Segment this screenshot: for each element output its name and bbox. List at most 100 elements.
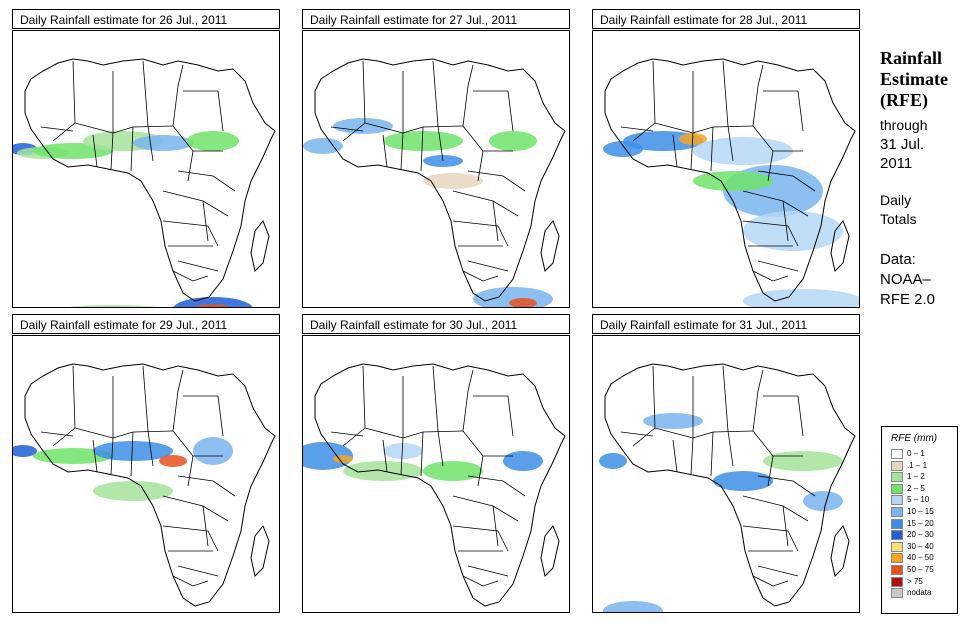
rainfall-area — [93, 481, 173, 501]
country-border — [727, 125, 734, 162]
country-border — [742, 495, 809, 522]
madagascar-outline — [830, 525, 850, 577]
country-border — [362, 60, 366, 124]
through-label: through — [880, 117, 928, 133]
legend-label: 30 – 40 — [907, 541, 934, 551]
map-svg — [599, 363, 856, 612]
legend-item: 50 – 75 — [891, 564, 957, 576]
legend-item: 2 – 5 — [891, 483, 957, 495]
data-source: RFE 2.0 — [880, 291, 936, 308]
country-border — [752, 369, 764, 432]
legend-swatch — [891, 541, 903, 552]
country-border — [202, 200, 209, 242]
country-border — [202, 505, 209, 547]
africa-map — [302, 30, 570, 308]
rainfall-area — [133, 135, 193, 151]
through-year: 2011 — [880, 155, 913, 172]
rainfall-area — [693, 171, 773, 191]
country-border — [217, 395, 224, 437]
legend-swatch — [891, 483, 903, 494]
country-border — [672, 439, 678, 473]
country-border — [382, 134, 388, 168]
country-border — [452, 525, 509, 552]
country-border — [400, 437, 404, 475]
country-border — [432, 60, 439, 127]
legend-swatch — [891, 576, 903, 587]
coastline — [314, 363, 566, 607]
legend-label: 10 – 15 — [907, 506, 934, 516]
rainfall-area — [93, 441, 173, 461]
country-border — [477, 150, 484, 182]
country-border — [690, 132, 694, 170]
country-border — [172, 270, 209, 282]
country-border — [217, 90, 224, 132]
country-border — [110, 132, 114, 170]
rainfall-area — [423, 173, 483, 189]
rainfall-area — [603, 601, 663, 612]
country-border — [632, 122, 656, 142]
country-border — [452, 495, 519, 522]
legend-swatch — [891, 564, 903, 575]
country-border — [757, 475, 816, 497]
country-border — [172, 575, 209, 587]
map-panel-26-jul: Daily Rainfall estimate for 26 Jul., 201… — [12, 9, 282, 311]
country-border — [452, 190, 519, 217]
country-border — [507, 395, 514, 437]
legend-swatch — [891, 518, 903, 529]
legend-item: 15 – 20 — [891, 518, 957, 530]
coastline — [604, 363, 856, 607]
rainfall-area — [489, 131, 537, 151]
data-label: Data: — [880, 251, 916, 268]
madagascar-outline — [830, 220, 850, 272]
country-border — [342, 427, 366, 447]
country-border — [752, 64, 764, 127]
country-border — [477, 455, 484, 487]
country-border — [752, 575, 789, 587]
rainfall-area — [803, 491, 843, 511]
legend-swatch — [891, 449, 903, 459]
country-border — [757, 260, 799, 272]
country-border — [620, 431, 654, 437]
title-line: Rainfall — [880, 48, 943, 68]
rainfall-area — [33, 448, 113, 464]
legend-swatch — [891, 530, 903, 541]
legend-title: RFE (mm) — [891, 433, 938, 444]
country-border — [402, 430, 464, 439]
rainfall-area — [303, 138, 343, 154]
legend-item: .1 – 1 — [891, 460, 957, 472]
country-border — [112, 430, 174, 439]
country-border — [462, 64, 474, 127]
madagascar-outline — [250, 525, 270, 577]
country-border — [172, 369, 184, 432]
country-border — [40, 126, 74, 132]
country-border — [452, 220, 509, 247]
rainfall-area — [599, 453, 627, 469]
panel-title: Daily Rainfall estimate for 29 Jul., 201… — [12, 314, 280, 334]
panel-title: Daily Rainfall estimate for 26 Jul., 201… — [12, 9, 280, 29]
country-border — [162, 220, 219, 247]
country-border — [654, 122, 694, 134]
country-border — [92, 134, 98, 168]
country-border — [177, 475, 236, 497]
country-border — [462, 369, 474, 432]
rainfall-area — [693, 137, 793, 165]
country-border — [420, 126, 424, 172]
country-border — [72, 365, 76, 429]
africa-map — [302, 335, 570, 613]
map-panel-28-jul: Daily Rainfall estimate for 28 Jul., 201… — [592, 9, 862, 311]
rainfall-area — [383, 443, 423, 459]
rainfall-area — [13, 445, 37, 457]
rainfall-area — [333, 455, 353, 463]
country-border — [92, 439, 98, 473]
rainfall-area — [509, 298, 537, 307]
data-source: NOAA– — [880, 271, 931, 288]
map-svg — [303, 58, 566, 307]
africa-map — [12, 335, 280, 613]
legend-item: 5 – 10 — [891, 494, 957, 506]
country-border — [710, 431, 714, 477]
title-line: Estimate — [880, 69, 948, 89]
legend-item: 30 – 40 — [891, 541, 957, 553]
rainfall-area — [303, 442, 353, 470]
